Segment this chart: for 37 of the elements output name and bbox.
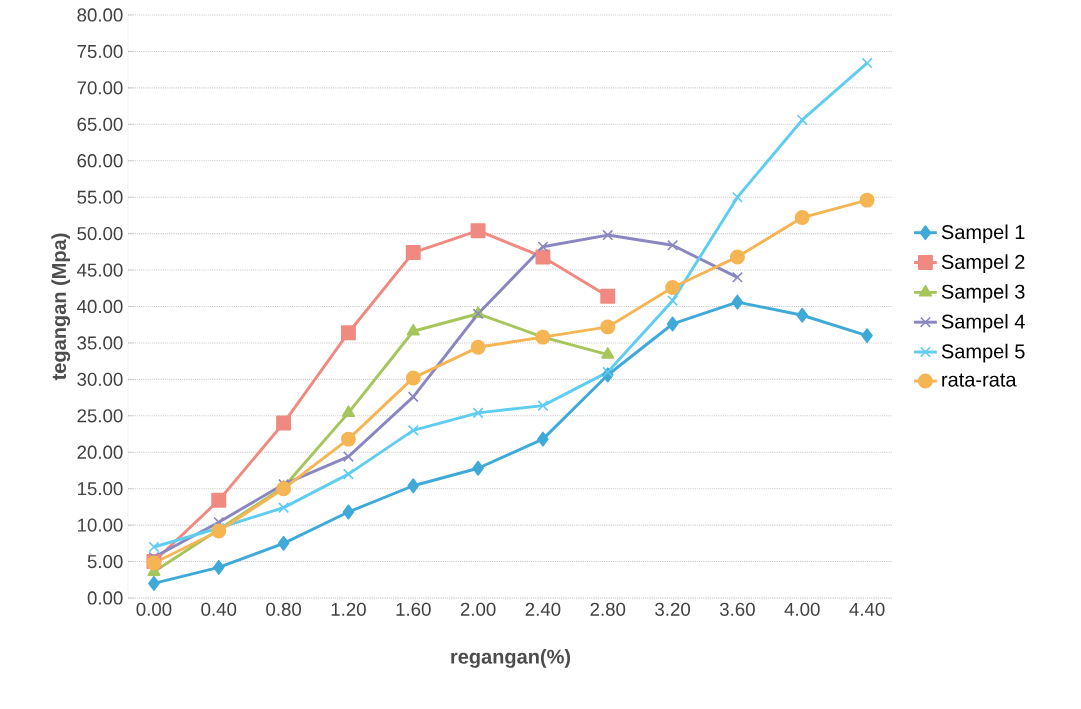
y-tick-label: 50.00 — [77, 227, 123, 241]
legend-label: Sampel 5 — [941, 343, 1025, 363]
y-tick-label: 75.00 — [77, 44, 123, 59]
x-tick-label: 2.40 — [525, 602, 561, 616]
x-axis-title: regangan(%) — [451, 649, 571, 668]
x-tick-label: 4.40 — [849, 602, 885, 616]
x-tick-label: 0.40 — [201, 602, 237, 616]
x-tick-label: 4.00 — [784, 602, 820, 616]
x-tick-label: 3.20 — [655, 602, 691, 616]
x-tick-label: 0.00 — [136, 602, 172, 616]
x-tick-label: 0.80 — [266, 602, 302, 616]
y-tick-label: 5.00 — [87, 554, 123, 569]
y-tick-label: 45.00 — [77, 263, 123, 277]
y-tick-label: 30.00 — [77, 372, 123, 386]
y-tick-label: 65.00 — [77, 117, 123, 131]
y-tick-label: 25.00 — [77, 409, 123, 423]
y-tick-label: 40.00 — [77, 299, 123, 314]
y-tick-label: 80.00 — [77, 8, 123, 22]
x-tick-label: 2.00 — [460, 602, 496, 616]
y-tick-label: 20.00 — [77, 445, 123, 459]
x-tick-label: 3.60 — [719, 602, 755, 616]
y-tick-label: 55.00 — [77, 190, 123, 204]
x-tick-label: 1.60 — [396, 602, 431, 616]
legend-label: Sampel 1 — [941, 224, 1025, 244]
legend-label: rata-rata — [942, 373, 1017, 387]
y-tick-label: 15.00 — [78, 482, 123, 496]
x-tick-label: 1.20 — [331, 602, 366, 616]
y-tick-label: 70.00 — [77, 81, 123, 95]
legend-label: Sampel 4 — [941, 313, 1025, 333]
y-tick-label: 10.00 — [78, 518, 123, 532]
x-tick-label: 2.80 — [590, 602, 626, 616]
legend-label: Sampel 3 — [941, 284, 1025, 303]
y-axis-title: tegangan (Mpa) — [51, 233, 71, 381]
y-tick-label: 60.00 — [77, 154, 123, 168]
legend-label: Sampel 2 — [941, 254, 1025, 273]
y-tick-label: 0.00 — [87, 591, 123, 605]
y-tick-label: 35.00 — [77, 336, 123, 350]
